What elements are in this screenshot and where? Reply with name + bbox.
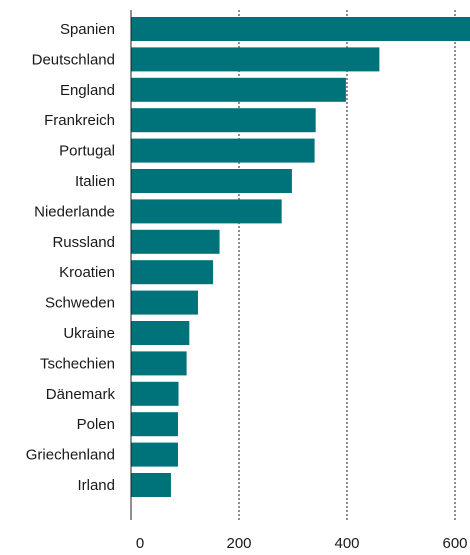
bar-frankreich (131, 108, 316, 133)
bar-kroatien (131, 260, 214, 285)
bar-irland (131, 473, 171, 497)
bar-england (131, 77, 346, 102)
bar-italien (131, 169, 292, 193)
tick-label: 600 (442, 535, 467, 552)
category-label: Schweden (45, 295, 115, 312)
bar-spanien (131, 17, 470, 41)
bar-dänemark (131, 381, 179, 406)
category-label: Ukraine (63, 325, 115, 342)
category-label: Portugal (59, 143, 115, 160)
bar-deutschland (131, 47, 380, 72)
category-label: Dänemark (46, 386, 116, 403)
category-label: Irland (77, 477, 115, 494)
category-label: Deutschland (32, 51, 115, 68)
tick-label: 200 (226, 535, 251, 552)
tick-label: 0 (136, 535, 144, 552)
category-label: Spanien (60, 21, 115, 38)
category-label: Kroatien (59, 264, 115, 281)
category-label: Niederlande (34, 203, 115, 220)
bar-schweden (131, 290, 198, 315)
category-label: Polen (77, 416, 115, 433)
bar-portugal (131, 138, 315, 163)
category-label: England (60, 82, 115, 99)
category-label: Tschechien (40, 355, 115, 372)
bar-russland (131, 229, 220, 254)
category-label: Russland (52, 234, 115, 251)
bar-griechenland (131, 442, 178, 467)
category-label: Italien (75, 173, 115, 190)
bar-ukraine (131, 321, 190, 345)
bar-niederlande (131, 199, 282, 224)
bar-tschechien (131, 351, 187, 376)
bar-polen (131, 412, 178, 437)
tick-label: 400 (334, 535, 359, 552)
category-label: Griechenland (26, 447, 115, 464)
category-label: Frankreich (44, 112, 115, 129)
